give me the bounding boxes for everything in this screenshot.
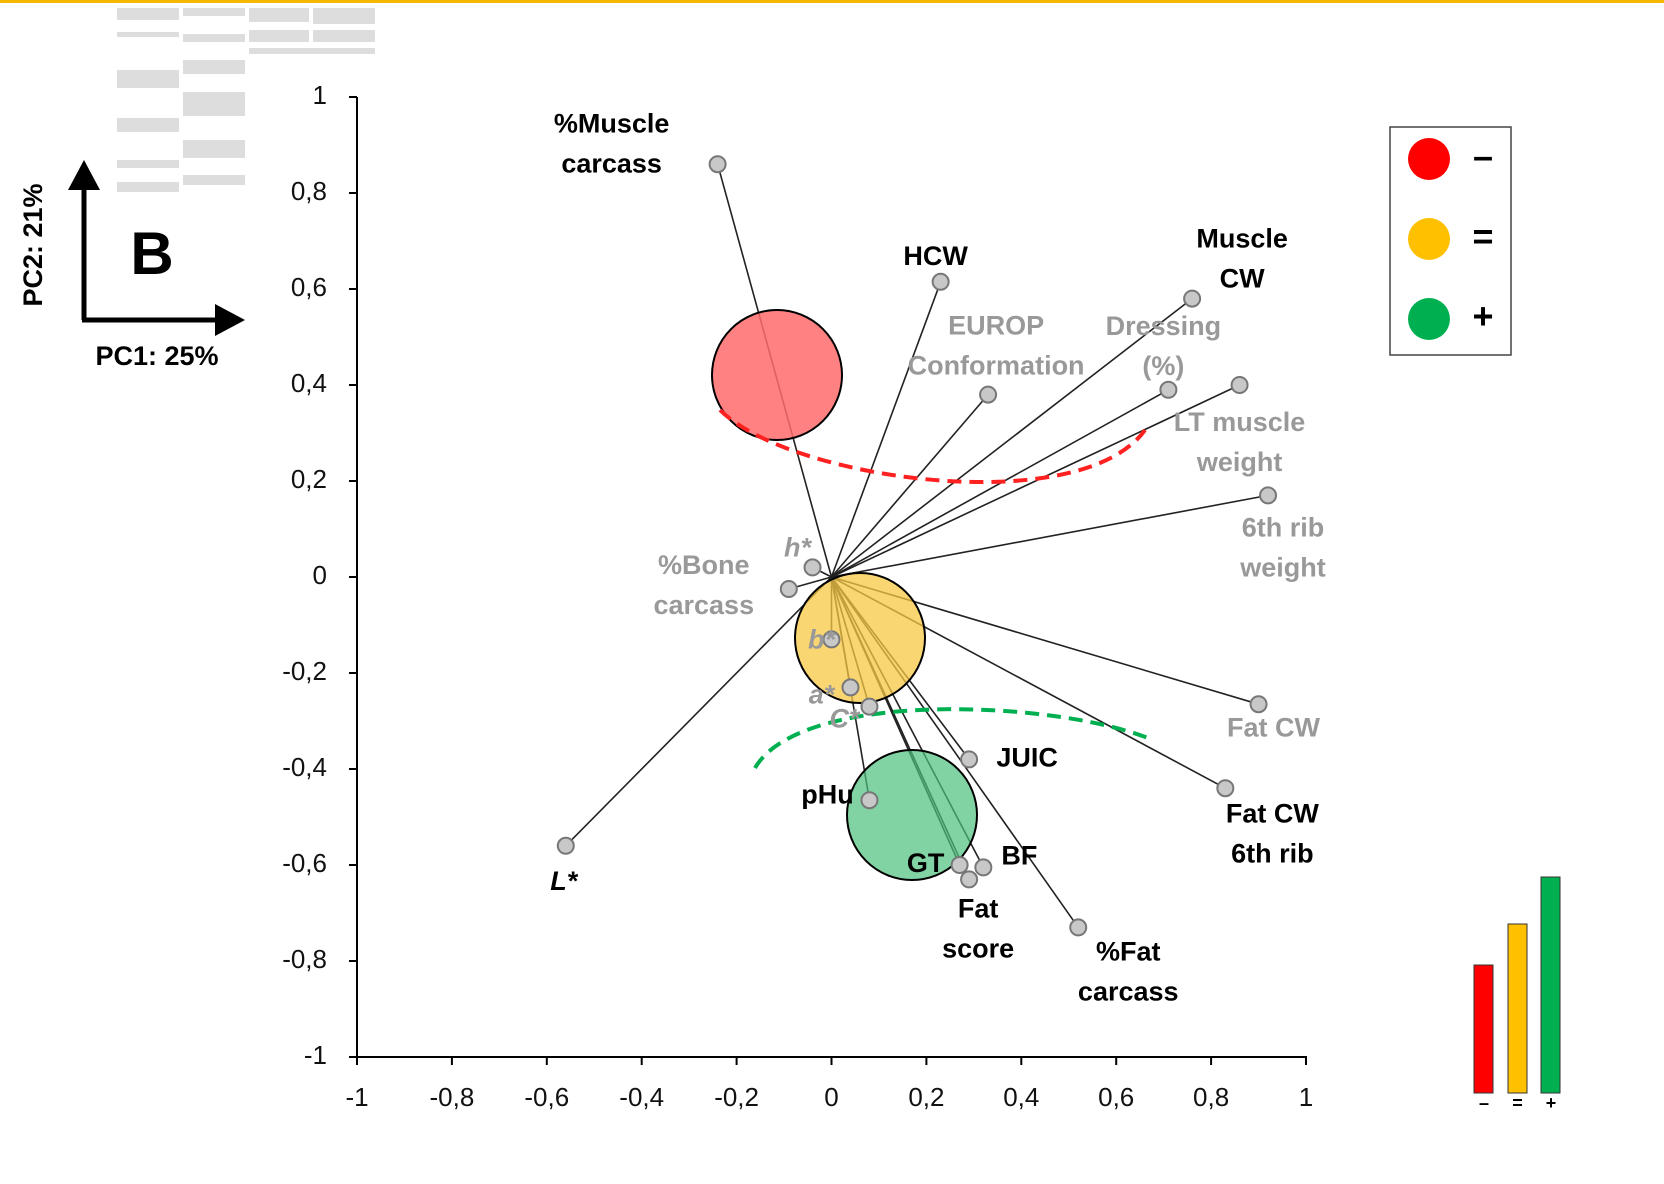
point-label: CW — [1220, 264, 1265, 294]
point — [558, 838, 574, 854]
x-axis-label: PC1: 25% — [95, 341, 218, 371]
point-label: weight — [1196, 447, 1283, 477]
y-tick-label: 0,4 — [291, 368, 327, 398]
y-tick-label: 1 — [313, 80, 327, 110]
point-label: BF — [1001, 841, 1037, 871]
y-tick-label: -0,2 — [282, 656, 327, 686]
point-label: Fat CW — [1226, 798, 1320, 828]
point-label: Conformation — [908, 351, 1085, 381]
point-label: score — [942, 934, 1014, 964]
x-tick-label: 0,2 — [908, 1082, 944, 1112]
point-label: GT — [907, 848, 945, 878]
loading-vector — [832, 395, 989, 577]
legend-swatch — [1408, 138, 1450, 180]
point — [861, 792, 877, 808]
point-label: Muscle — [1196, 224, 1288, 254]
point-label: carcass — [1078, 977, 1179, 1007]
x-tick-label: 0,8 — [1193, 1082, 1229, 1112]
legend-label: = — [1472, 216, 1493, 257]
legend-label: + — [1472, 296, 1493, 337]
point — [1160, 382, 1176, 398]
point-label: %Fat — [1096, 937, 1161, 967]
point-label: JUIC — [996, 743, 1058, 773]
point-label: C* — [829, 704, 860, 734]
y-tick-label: 0,8 — [291, 176, 327, 206]
x-tick-label: 1 — [1299, 1082, 1313, 1112]
point-label: (%) — [1142, 351, 1184, 381]
y-tick-label: -0,4 — [282, 752, 327, 782]
x-tick-label: -1 — [345, 1082, 368, 1112]
y-tick-label: 0,2 — [291, 464, 327, 494]
point-label: EUROP — [948, 311, 1044, 341]
point — [1217, 780, 1233, 796]
x-tick-label: -0,6 — [524, 1082, 569, 1112]
y-axis-label: PC2: 21% — [18, 183, 48, 306]
y-tick-label: -0,6 — [282, 848, 327, 878]
point-label: carcass — [653, 590, 754, 620]
point — [1232, 377, 1248, 393]
x-tick-label: 0,4 — [1003, 1082, 1039, 1112]
point — [952, 857, 968, 873]
point — [1070, 919, 1086, 935]
point — [975, 859, 991, 875]
bar-label: = — [1512, 1093, 1523, 1113]
point — [1251, 696, 1267, 712]
point-label: Fat — [958, 894, 999, 924]
legend-label: – — [1473, 136, 1493, 177]
legend-swatch — [1408, 298, 1450, 340]
point-label: LT muscle — [1174, 407, 1306, 437]
x-tick-label: -0,4 — [619, 1082, 664, 1112]
legend-swatch — [1408, 218, 1450, 260]
point-label: h* — [784, 533, 812, 563]
point — [933, 274, 949, 290]
x-tick-label: 0 — [824, 1082, 838, 1112]
chart: B PC1: 25% PC2: 21% -1 -0,8 -0,6 -0,4 -0,2 0 0… — [0, 0, 1664, 1184]
page: B PC1: 25% PC2: 21% -1 -0,8 -0,6 -0,4 -0,2 0 0… — [0, 0, 1664, 1184]
point-label: L* — [550, 866, 578, 896]
y-tick-label: 0,6 — [291, 272, 327, 302]
point-label: pHu — [801, 779, 853, 809]
x-tick-label: -0,2 — [714, 1082, 759, 1112]
point-label: weight — [1239, 553, 1326, 583]
y-tick-label: -0,8 — [282, 944, 327, 974]
point-label: 6th rib — [1242, 513, 1325, 543]
point — [842, 679, 858, 695]
point-label: Fat CW — [1227, 712, 1321, 742]
point — [1184, 291, 1200, 307]
y-tick-label: -1 — [304, 1040, 327, 1070]
loading-vector — [832, 495, 1269, 577]
point-label: Dressing — [1106, 311, 1222, 341]
point — [961, 751, 977, 767]
point-label: HCW — [903, 241, 968, 271]
mini-bars — [1474, 877, 1560, 1093]
x-tick-label: 0,6 — [1098, 1082, 1134, 1112]
point — [980, 387, 996, 403]
point — [710, 156, 726, 172]
point — [1260, 487, 1276, 503]
bar-label: – — [1479, 1093, 1489, 1113]
point-label: %Bone — [658, 550, 750, 580]
point — [961, 871, 977, 887]
point-label: b* — [808, 625, 836, 655]
thumbnail — [117, 8, 375, 192]
point — [861, 699, 877, 715]
point-label: %Muscle — [554, 108, 670, 138]
point-label: 6th rib — [1231, 838, 1314, 868]
point — [781, 581, 797, 597]
bar-label: + — [1546, 1093, 1557, 1113]
point-label: carcass — [561, 148, 662, 178]
top-border — [0, 0, 1664, 3]
x-tick-label: -0,8 — [429, 1082, 474, 1112]
panel-label: B — [130, 220, 173, 287]
y-tick-label: 0 — [313, 560, 327, 590]
